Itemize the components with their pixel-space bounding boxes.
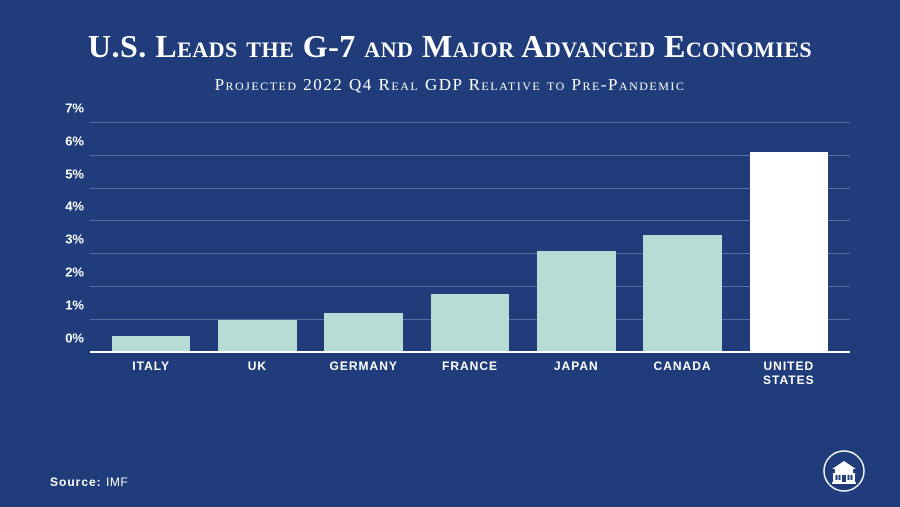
y-tick-label: 2% [65, 265, 84, 280]
source-label: Source: [50, 475, 102, 489]
page-title: U.S. Leads the G-7 and Major Advanced Ec… [50, 28, 850, 65]
y-tick-label: 0% [65, 330, 84, 345]
bar-slot [204, 123, 310, 353]
x-tick-label: UNITED STATES [736, 359, 842, 388]
y-axis: 0%1%2%3%4%5%6%7% [50, 123, 90, 353]
bar [537, 251, 616, 353]
x-tick-label: UK [204, 359, 310, 388]
x-tick-label: JAPAN [523, 359, 629, 388]
bar-slot [311, 123, 417, 353]
x-tick-label: ITALY [98, 359, 204, 388]
bar-slot [736, 123, 842, 353]
x-axis-baseline [90, 351, 850, 353]
x-tick-label: CANADA [629, 359, 735, 388]
bar [431, 294, 510, 353]
y-tick-label: 6% [65, 133, 84, 148]
plot-area [90, 123, 850, 353]
whitehouse-seal-icon [822, 449, 866, 493]
bar-slot [98, 123, 204, 353]
x-tick-label: GERMANY [311, 359, 417, 388]
bar-slot [417, 123, 523, 353]
x-axis-labels: ITALYUKGERMANYFRANCEJAPANCANADAUNITED ST… [90, 359, 850, 388]
y-tick-label: 4% [65, 199, 84, 214]
x-tick-label: FRANCE [417, 359, 523, 388]
infographic-page: U.S. Leads the G-7 and Major Advanced Ec… [0, 0, 900, 507]
bar [324, 313, 403, 352]
source-value: IMF [106, 475, 128, 489]
y-tick-label: 5% [65, 166, 84, 181]
y-tick-label: 7% [65, 100, 84, 115]
bar-slot [523, 123, 629, 353]
bar [750, 152, 829, 352]
page-subtitle: Projected 2022 Q4 Real GDP Relative to P… [50, 75, 850, 95]
bar-chart: 0%1%2%3%4%5%6%7% ITALYUKGERMANYFRANCEJAP… [50, 123, 850, 403]
y-tick-label: 3% [65, 232, 84, 247]
source-citation: Source: IMF [50, 475, 128, 489]
y-tick-label: 1% [65, 297, 84, 312]
bar [643, 235, 722, 353]
bars-container [90, 123, 850, 353]
bar-slot [629, 123, 735, 353]
bar [218, 320, 297, 353]
